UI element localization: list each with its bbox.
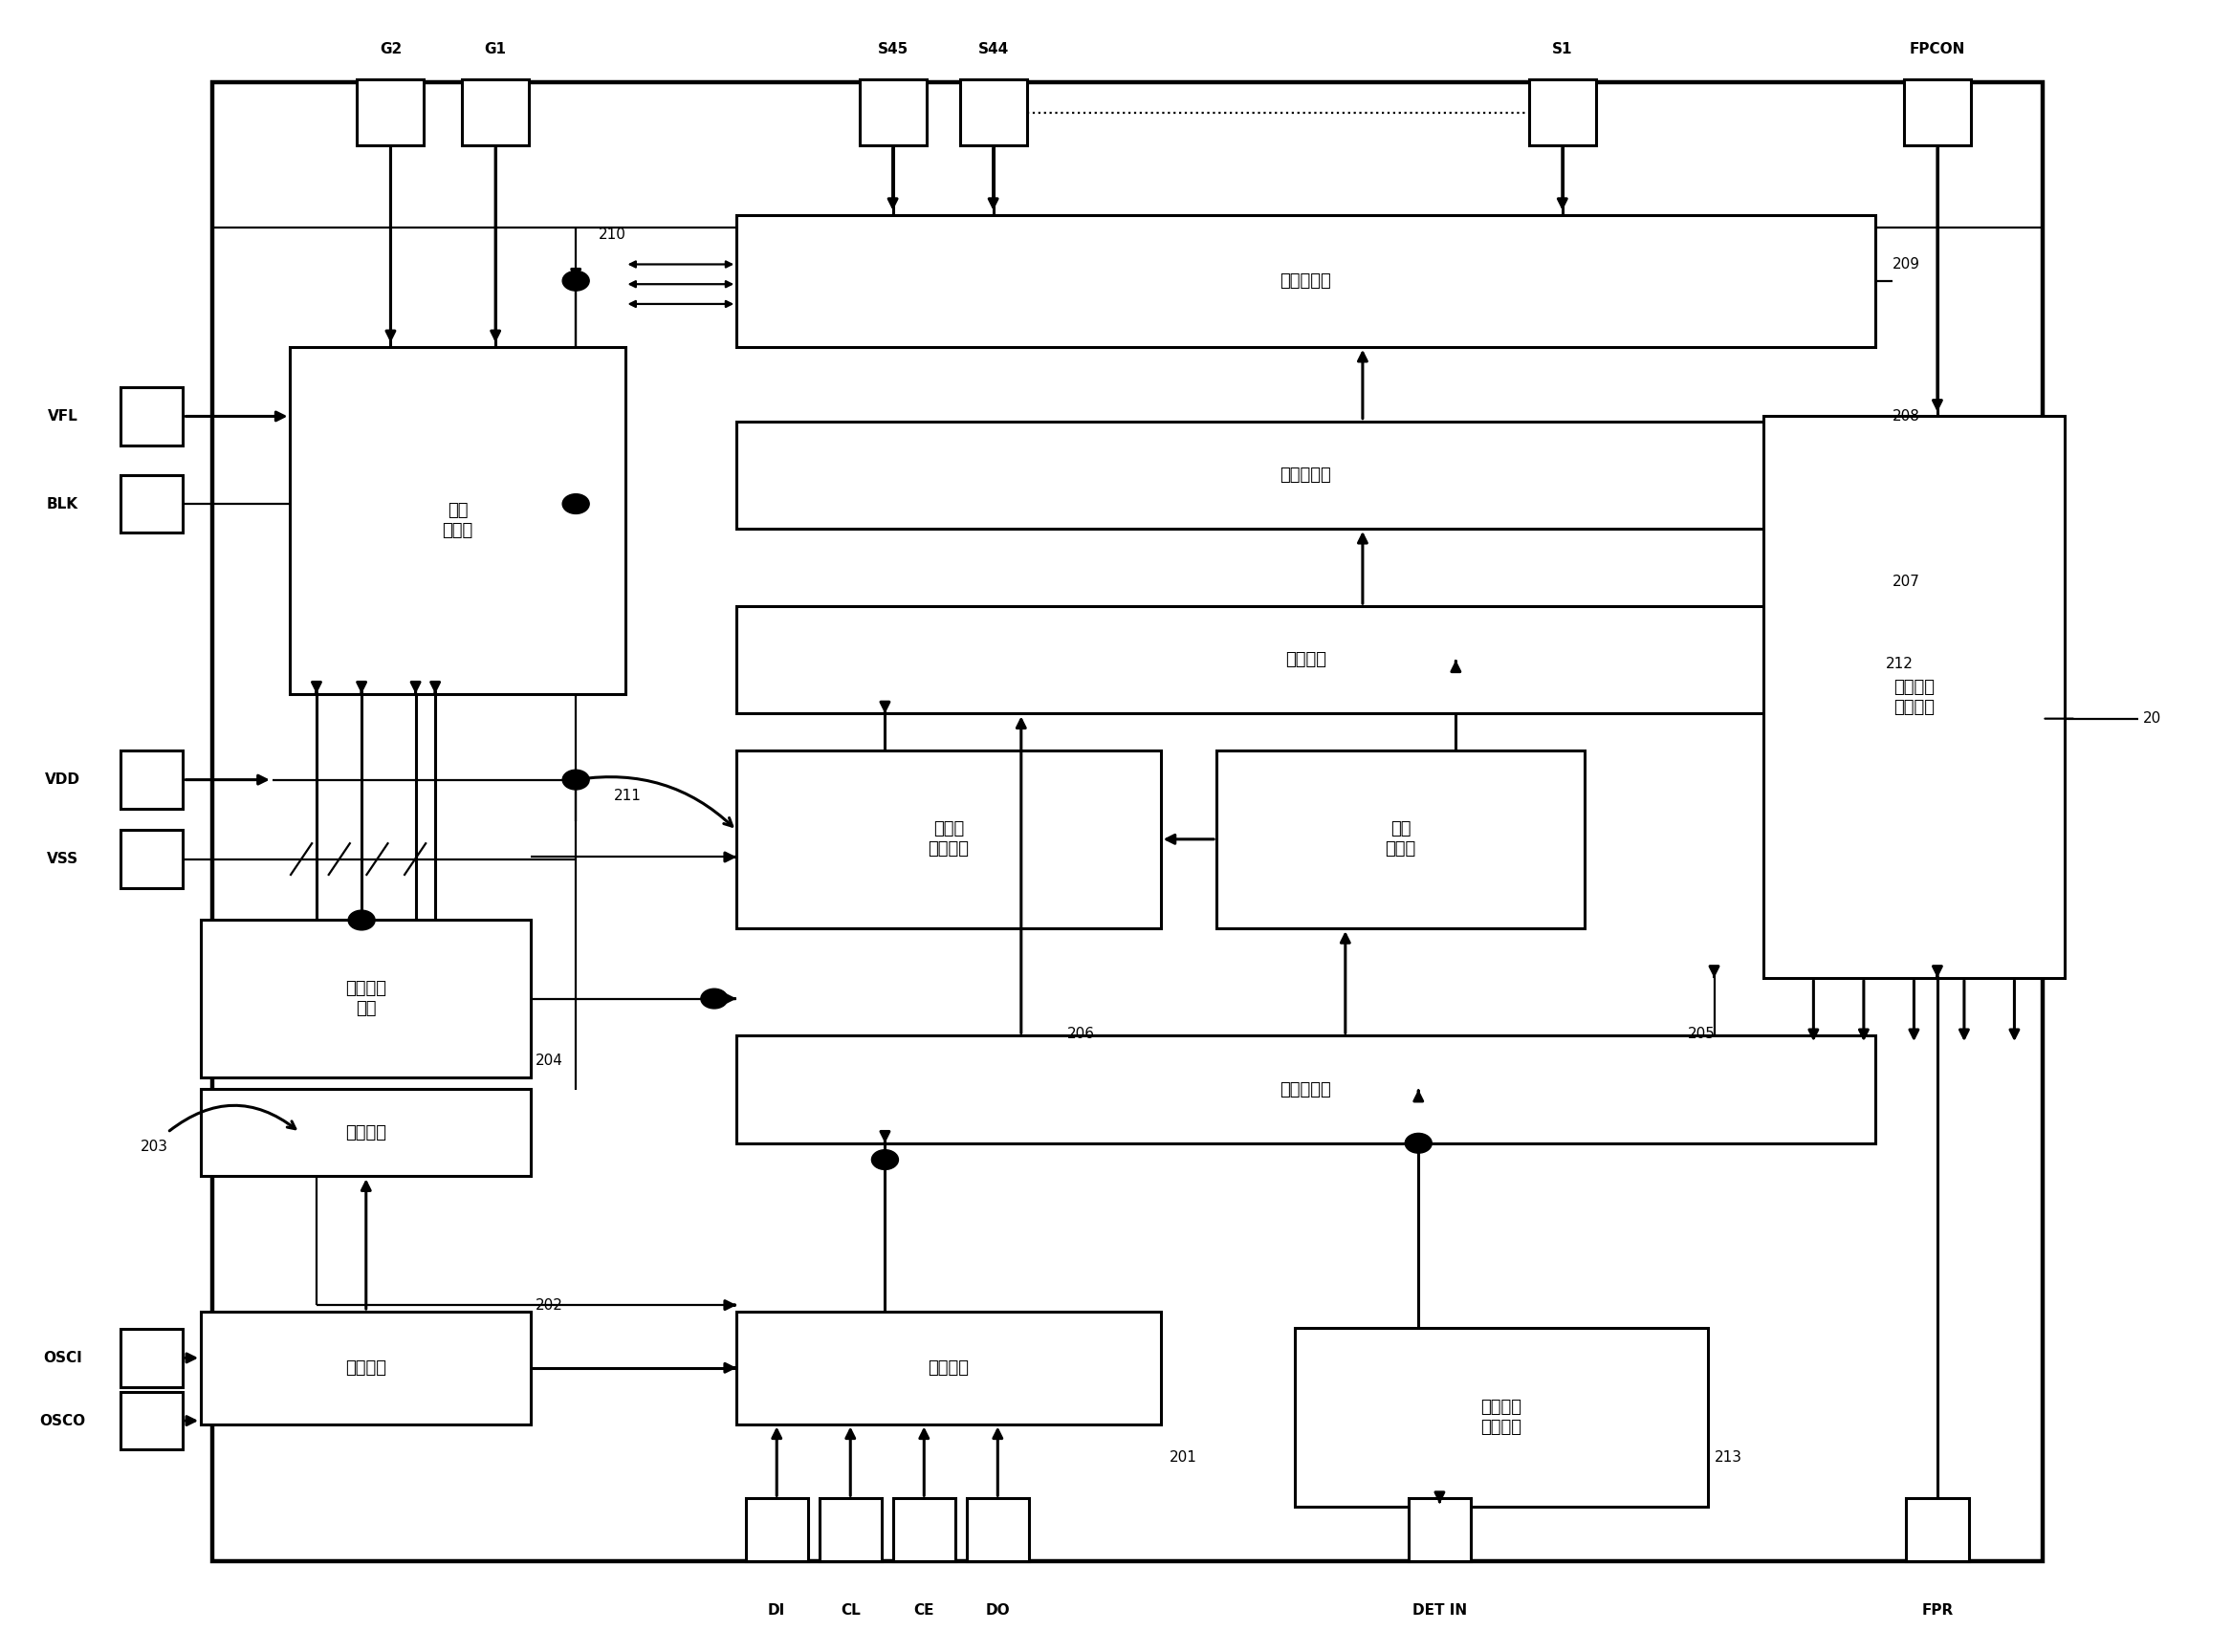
Text: 调光器
控制单元: 调光器 控制单元 xyxy=(929,821,969,857)
Bar xyxy=(121,476,183,532)
Text: VDD: VDD xyxy=(45,773,80,786)
Text: G2: G2 xyxy=(379,43,402,56)
Text: VSS: VSS xyxy=(47,852,78,866)
Circle shape xyxy=(562,271,589,291)
Text: DI: DI xyxy=(768,1604,786,1617)
Text: 控制
寄存器: 控制 寄存器 xyxy=(1386,821,1415,857)
Text: 定时发生
单元: 定时发生 单元 xyxy=(346,980,386,1018)
Text: 201: 201 xyxy=(1170,1450,1196,1464)
Bar xyxy=(737,750,1161,928)
Text: VFL: VFL xyxy=(47,410,78,423)
Text: 分段驱动器: 分段驱动器 xyxy=(1279,273,1333,289)
Bar xyxy=(1529,79,1596,145)
Text: 202: 202 xyxy=(536,1298,562,1312)
Text: 锁存电路: 锁存电路 xyxy=(1286,651,1326,669)
Circle shape xyxy=(562,770,589,790)
Text: 210: 210 xyxy=(598,228,625,241)
Bar xyxy=(201,1312,531,1424)
Text: 异常状态
检测单元: 异常状态 检测单元 xyxy=(1480,1399,1522,1436)
Bar xyxy=(1408,1498,1471,1561)
Text: DO: DO xyxy=(987,1604,1009,1617)
Bar xyxy=(357,79,424,145)
Bar xyxy=(462,79,529,145)
Text: FPR: FPR xyxy=(1922,1604,1953,1617)
Text: 振荡电路: 振荡电路 xyxy=(346,1360,386,1376)
Bar xyxy=(893,1498,955,1561)
Text: S44: S44 xyxy=(978,43,1009,56)
Circle shape xyxy=(562,494,589,514)
Bar xyxy=(966,1498,1029,1561)
Bar xyxy=(121,831,183,889)
Circle shape xyxy=(1406,1133,1433,1153)
Text: CE: CE xyxy=(913,1604,935,1617)
Bar xyxy=(737,1312,1161,1424)
Text: 213: 213 xyxy=(1714,1450,1741,1464)
Bar xyxy=(819,1498,882,1561)
Text: 多路复用器: 多路复用器 xyxy=(1279,466,1333,484)
Bar xyxy=(1216,750,1585,928)
Bar xyxy=(121,1328,183,1388)
Text: S45: S45 xyxy=(877,43,908,56)
Bar xyxy=(859,79,926,145)
Bar xyxy=(121,1391,183,1450)
Bar xyxy=(737,215,1875,347)
Text: BLK: BLK xyxy=(47,497,78,510)
Bar xyxy=(1763,416,2065,978)
Text: 211: 211 xyxy=(614,790,641,803)
Bar xyxy=(290,347,625,694)
Bar xyxy=(1906,1498,1969,1561)
Bar xyxy=(1904,79,1971,145)
Text: 209: 209 xyxy=(1893,258,1920,271)
Text: CL: CL xyxy=(841,1604,859,1617)
Text: 206: 206 xyxy=(1067,1028,1094,1041)
Text: 204: 204 xyxy=(536,1054,562,1067)
Text: FPCON: FPCON xyxy=(1908,43,1966,56)
Bar xyxy=(121,750,183,808)
Text: G1: G1 xyxy=(484,43,507,56)
Circle shape xyxy=(348,910,375,930)
Text: 20: 20 xyxy=(2143,712,2161,725)
Circle shape xyxy=(870,1150,897,1170)
Text: 移位寄存器: 移位寄存器 xyxy=(1279,1080,1333,1099)
Text: 分频电路: 分频电路 xyxy=(346,1123,386,1142)
Circle shape xyxy=(701,988,728,1008)
Text: 212: 212 xyxy=(1886,657,1913,671)
Text: OSCO: OSCO xyxy=(40,1414,85,1427)
Text: OSCI: OSCI xyxy=(42,1351,83,1365)
Bar xyxy=(737,421,1875,529)
Bar xyxy=(737,606,1875,714)
Bar xyxy=(737,1036,1875,1143)
Text: 205: 205 xyxy=(1687,1028,1714,1041)
Text: 208: 208 xyxy=(1893,410,1920,423)
Text: 207: 207 xyxy=(1893,575,1920,588)
Text: 栅格
驱动器: 栅格 驱动器 xyxy=(442,502,473,539)
Bar xyxy=(960,79,1027,145)
Bar xyxy=(201,920,531,1077)
Bar xyxy=(1295,1328,1707,1507)
Text: 灯丝脉冲
控制单元: 灯丝脉冲 控制单元 xyxy=(1893,679,1935,715)
Bar xyxy=(745,1498,808,1561)
Text: DET IN: DET IN xyxy=(1413,1604,1466,1617)
Text: S1: S1 xyxy=(1551,43,1574,56)
Bar xyxy=(212,83,2042,1561)
Text: 接口单元: 接口单元 xyxy=(929,1360,969,1376)
Text: 203: 203 xyxy=(141,1140,167,1153)
Bar xyxy=(201,1089,531,1176)
Bar xyxy=(121,387,183,444)
